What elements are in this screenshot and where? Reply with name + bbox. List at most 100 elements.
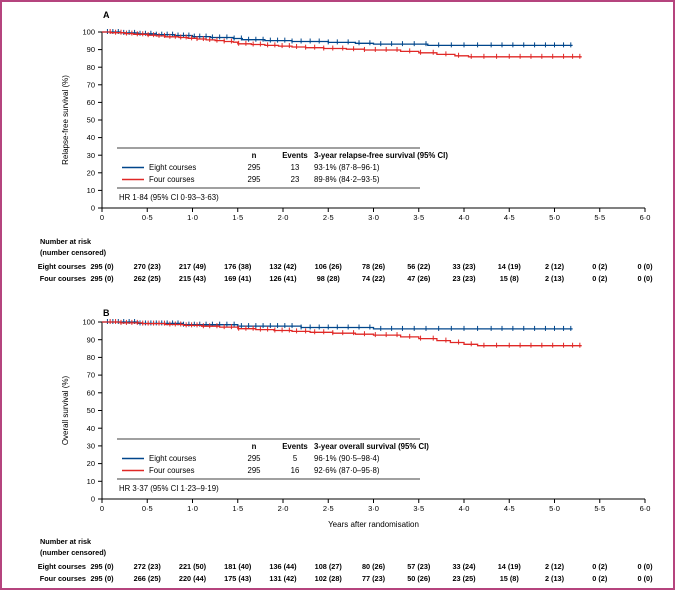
y-tick-label: 100	[82, 28, 95, 37]
risk-value: 0 (2)	[592, 262, 608, 271]
risk-value: 266 (25)	[133, 574, 161, 583]
x-tick-label: 4·0	[459, 504, 470, 513]
y-tick-label: 50	[87, 116, 95, 125]
x-tick-label: 4·0	[459, 213, 470, 222]
legend-n-value: 295	[247, 466, 261, 475]
risk-value: 175 (43)	[224, 574, 252, 583]
y-tick-label: 80	[87, 353, 95, 362]
risk-value: 295 (0)	[90, 574, 114, 583]
y-tick-label: 60	[87, 388, 95, 397]
risk-row-label: Four courses	[39, 574, 86, 583]
risk-value: 23 (23)	[452, 274, 476, 283]
legend-series-name: Four courses	[149, 466, 195, 475]
x-tick-label: 0	[100, 504, 104, 513]
x-tick-label: 5·0	[549, 504, 560, 513]
x-axis-title: Years after randomisation	[328, 520, 419, 529]
risk-value: 33 (23)	[452, 262, 476, 271]
legend-estimate-value: 92·6% (87·0–95·8)	[314, 466, 380, 475]
risk-value: 23 (25)	[452, 574, 476, 583]
risk-value: 0 (2)	[592, 274, 608, 283]
y-tick-label: 0	[91, 204, 95, 213]
legend-events-value: 16	[291, 466, 300, 475]
risk-value: 2 (13)	[544, 274, 565, 283]
risk-table-subtitle: (number censored)	[40, 248, 107, 257]
x-tick-label: 6·0	[640, 213, 651, 222]
risk-value: 181 (40)	[224, 562, 252, 571]
risk-value: 15 (8)	[499, 574, 519, 583]
risk-row-label: Eight courses	[37, 562, 86, 571]
legend-estimate-value: 96·1% (90·5–98·4)	[314, 454, 380, 463]
risk-row-label: Eight courses	[37, 262, 86, 271]
risk-value: 126 (41)	[269, 274, 297, 283]
risk-value: 176 (38)	[224, 262, 252, 271]
risk-value: 98 (28)	[316, 274, 340, 283]
panel-a-relapse-free-survival-plot: A Relapse-free survival (%) 0 10 20 30 40 50 60 7…	[61, 10, 651, 222]
legend-series-name: Eight courses	[149, 454, 196, 463]
legend-series-name: Four courses	[149, 175, 195, 184]
risk-value: 136 (44)	[269, 562, 297, 571]
risk-row-label: Four courses	[39, 274, 86, 283]
risk-value: 220 (44)	[178, 574, 207, 583]
risk-value: 131 (42)	[269, 574, 297, 583]
y-tick-label: 70	[87, 80, 95, 89]
y-tick-label: 10	[87, 186, 95, 195]
x-tick-label: 4·5	[504, 213, 515, 222]
legend-header-n: n	[252, 151, 257, 160]
risk-value: 108 (27)	[314, 562, 342, 571]
y-tick-label: 10	[87, 477, 95, 486]
x-tick-label: 1·0	[187, 213, 198, 222]
risk-value: 0 (0)	[637, 262, 653, 271]
risk-value: 0 (2)	[592, 574, 608, 583]
legend-estimate-value: 93·1% (87·8–96·1)	[314, 163, 380, 172]
risk-value: 102 (28)	[314, 574, 342, 583]
risk-value: 80 (26)	[361, 562, 386, 571]
survival-curve-four-courses	[102, 31, 582, 58]
legend-header-events: Events	[282, 151, 308, 160]
y-tick-label: 40	[87, 424, 95, 433]
survival-curve-four-courses	[102, 321, 582, 347]
risk-value: 217 (49)	[178, 262, 207, 271]
y-tick-label: 40	[87, 133, 95, 142]
legend-n-value: 295	[247, 454, 261, 463]
x-tick-label: 0	[100, 213, 104, 222]
y-tick-label: 90	[87, 335, 95, 344]
y-tick-label: 20	[87, 459, 95, 468]
legend-series-name: Eight courses	[149, 163, 196, 172]
x-tick-label: 0·5	[142, 504, 153, 513]
y-tick-label: 60	[87, 98, 95, 107]
risk-value: 132 (42)	[269, 262, 297, 271]
legend-header-events: Events	[282, 442, 308, 451]
risk-value: 47 (26)	[407, 274, 431, 283]
risk-value: 270 (23)	[133, 262, 161, 271]
risk-value: 2 (12)	[544, 262, 565, 271]
risk-value: 2 (13)	[544, 574, 565, 583]
x-tick-label: 0·5	[142, 213, 153, 222]
risk-table-title: Number at risk	[40, 237, 92, 246]
risk-value: 78 (26)	[361, 262, 386, 271]
x-tick-label: 3·5	[413, 504, 424, 513]
hazard-ratio-text: HR 3·37 (95% CI 1·23–9·19)	[119, 484, 219, 493]
risk-value: 74 (22)	[361, 274, 386, 283]
risk-table-title: Number at risk	[40, 537, 92, 546]
x-tick-label: 5·0	[549, 213, 560, 222]
risk-value: 14 (19)	[497, 262, 521, 271]
x-tick-label: 2·0	[278, 213, 289, 222]
risk-value: 33 (24)	[452, 562, 476, 571]
y-axis-label: Overall survival (%)	[61, 375, 70, 445]
panel-b-number-at-risk-table: Number at risk (number censored) Eight c…	[2, 536, 673, 588]
risk-value: 272 (23)	[133, 562, 161, 571]
x-tick-label: 3·0	[368, 504, 379, 513]
y-tick-label: 30	[87, 151, 95, 160]
legend-estimate-value: 89·8% (84·2–93·5)	[314, 175, 380, 184]
legend-events-value: 5	[293, 454, 298, 463]
risk-value: 56 (22)	[407, 262, 431, 271]
x-tick-label: 3·0	[368, 213, 379, 222]
y-tick-label: 0	[91, 495, 95, 504]
legend-header-estimate: 3-year relapse-free survival (95% CI)	[314, 151, 448, 160]
x-tick-label: 1·5	[232, 504, 243, 513]
y-axis-label: Relapse-free survival (%)	[61, 75, 70, 165]
legend-events-value: 13	[291, 163, 300, 172]
x-tick-label: 3·5	[413, 213, 424, 222]
panel-a-number-at-risk-table: Number at risk (number censored) Eight c…	[2, 232, 673, 306]
